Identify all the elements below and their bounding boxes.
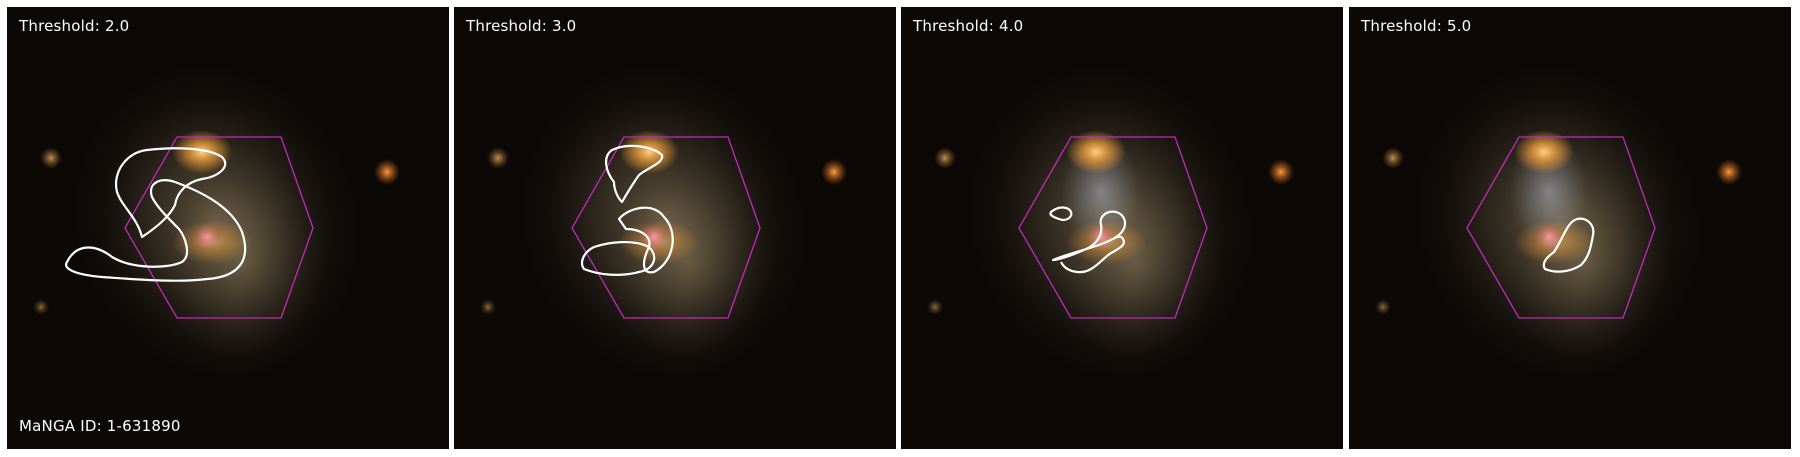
field-star-bottom <box>33 299 49 315</box>
field-star-left <box>40 147 62 169</box>
galaxy-bulge <box>1514 130 1574 174</box>
field-star-left <box>1382 147 1404 169</box>
galaxy-image <box>7 7 449 449</box>
panel-threshold-5: Threshold: 5.0 <box>1349 7 1791 449</box>
ifu-hexagon <box>571 136 761 319</box>
field-star-bottom <box>480 299 496 315</box>
field-star-bottom <box>927 299 943 315</box>
panel-threshold-3: Threshold: 3.0 <box>454 7 896 449</box>
threshold-contour <box>1542 217 1595 273</box>
ifu-hexagon <box>1466 136 1656 319</box>
central-knot <box>640 223 668 251</box>
threshold-contour <box>1049 206 1127 274</box>
panel-title: Threshold: 2.0 <box>19 17 130 35</box>
galaxy-image <box>901 7 1343 449</box>
threshold-contour <box>64 147 247 282</box>
galaxy-outer-arm <box>594 142 784 382</box>
field-star-bottom <box>1375 299 1391 315</box>
galaxy-bulge <box>1066 130 1126 174</box>
central-knot <box>193 223 221 251</box>
panel-title: Threshold: 4.0 <box>913 17 1024 35</box>
ifu-hexagon <box>124 136 314 319</box>
panel-title: Threshold: 5.0 <box>1361 17 1472 35</box>
threshold-contour <box>580 144 674 276</box>
ifu-hexagon <box>1018 136 1208 319</box>
field-star-left <box>487 147 509 169</box>
panel-threshold-4: Threshold: 4.0 <box>901 7 1343 449</box>
galaxy-image <box>454 7 896 449</box>
panel-title: Threshold: 3.0 <box>466 17 577 35</box>
central-knot <box>1535 223 1563 251</box>
field-star-right <box>1716 159 1742 185</box>
field-star-left <box>934 147 956 169</box>
galaxy-bulge <box>172 130 232 174</box>
panel-threshold-2: Threshold: 2.0 MaNGA ID: 1-631890 <box>7 7 449 449</box>
galaxy-bulge <box>619 130 679 174</box>
field-star-right <box>821 159 847 185</box>
field-star-right <box>1268 159 1294 185</box>
field-star-right <box>374 159 400 185</box>
manga-id-label: MaNGA ID: 1-631890 <box>19 417 181 435</box>
galaxy-image <box>1349 7 1791 449</box>
